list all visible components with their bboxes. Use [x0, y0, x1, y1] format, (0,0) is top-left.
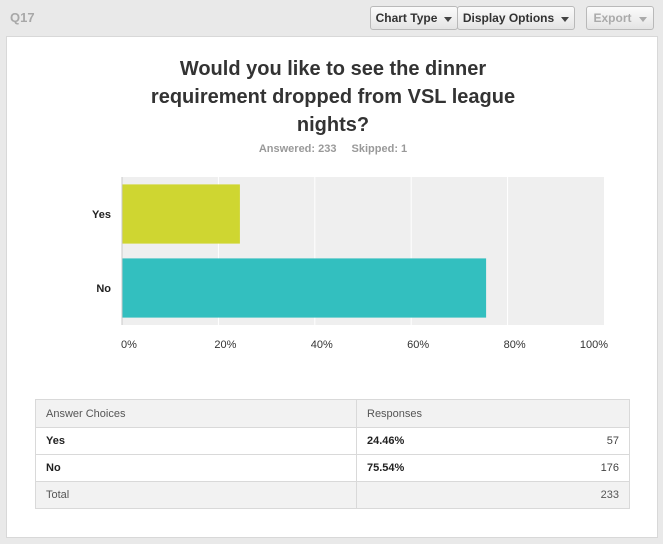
y-category-label: Yes — [92, 209, 111, 221]
display-options-button[interactable]: Display Options — [457, 6, 575, 30]
table-total-row: Total 233 — [35, 481, 630, 509]
title-line: nights? — [296, 114, 370, 136]
answer-label: No — [35, 454, 357, 482]
answer-label: Yes — [35, 427, 357, 455]
question-panel: Would you like to see the dinner require… — [6, 36, 658, 538]
y-category-label: No — [96, 283, 111, 295]
x-tick-label: 60% — [407, 339, 429, 351]
response-stats: Answered: 233 Skipped: 1 — [7, 143, 659, 155]
chevron-down-icon — [638, 16, 647, 22]
chevron-down-icon — [444, 16, 453, 22]
table-header-row: Answer Choices Responses — [35, 399, 630, 428]
skipped-count: Skipped: 1 — [351, 143, 408, 155]
display-options-label: Display Options — [462, 11, 555, 25]
answered-count: Answered: 233 — [258, 143, 337, 155]
total-count: 233 — [519, 481, 630, 509]
export-button[interactable]: Export — [586, 6, 654, 30]
answer-percent: 75.54% — [355, 454, 520, 482]
chevron-down-icon — [561, 16, 570, 22]
responses-table: Answer Choices Responses Yes 24.46% 57 N… — [35, 399, 630, 509]
export-label: Export — [593, 11, 632, 25]
chart-type-label: Chart Type — [375, 11, 438, 25]
x-tick-label: 40% — [311, 339, 333, 351]
bar — [122, 184, 240, 244]
chart-toolbar: Chart Type Display Options Export — [0, 6, 663, 32]
answer-percent: 24.46% — [355, 427, 520, 455]
header-responses: Responses — [356, 399, 630, 428]
header-answer-choices: Answer Choices — [35, 399, 357, 428]
total-spacer — [355, 481, 520, 509]
question-number: Q17 — [10, 10, 35, 25]
x-tick-label: 0% — [121, 339, 137, 351]
chart-type-button[interactable]: Chart Type — [370, 6, 458, 30]
x-tick-label: 80% — [504, 339, 526, 351]
title-line: Would you like to see the dinner — [179, 58, 487, 80]
bar-chart: 0% 20% 40% 60% 80% 100% Yes No — [92, 177, 608, 351]
x-tick-label: 20% — [214, 339, 236, 351]
answer-count: 176 — [519, 454, 630, 482]
table-row: Yes 24.46% 57 — [35, 427, 630, 455]
x-tick-label: 100% — [580, 339, 608, 351]
answer-count: 57 — [519, 427, 630, 455]
bar — [122, 258, 487, 318]
title-line: requirement dropped from VSL league — [150, 86, 516, 108]
question-title: Would you like to see the dinner require… — [7, 55, 659, 139]
total-label: Total — [35, 481, 357, 509]
table-row: No 75.54% 176 — [35, 454, 630, 482]
